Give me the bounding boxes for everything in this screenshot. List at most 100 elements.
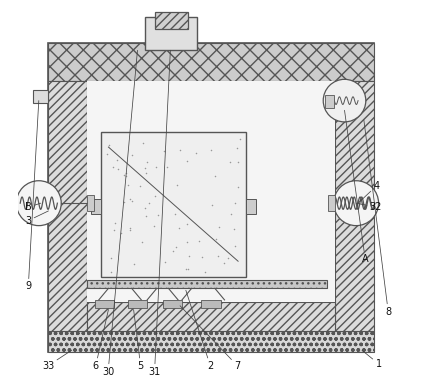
Bar xyxy=(335,81,373,331)
Point xyxy=(184,158,190,164)
Point xyxy=(114,158,120,164)
Bar xyxy=(49,43,373,81)
Point xyxy=(211,173,218,179)
Point xyxy=(184,221,191,227)
Bar xyxy=(49,331,373,352)
Point xyxy=(202,269,208,275)
Point xyxy=(108,269,114,275)
Bar xyxy=(49,81,87,331)
Point xyxy=(209,202,216,208)
Point xyxy=(126,227,133,233)
Text: 32: 32 xyxy=(356,202,382,212)
Point xyxy=(220,260,227,266)
Point xyxy=(173,244,179,250)
Text: 7: 7 xyxy=(180,306,241,371)
Bar xyxy=(155,12,188,29)
Bar xyxy=(101,132,246,277)
Point xyxy=(137,183,143,189)
Bar xyxy=(201,300,221,308)
Text: 6: 6 xyxy=(93,310,108,371)
Point xyxy=(234,145,241,151)
Bar xyxy=(87,81,335,302)
Point xyxy=(141,205,148,211)
Point xyxy=(123,173,130,179)
Bar xyxy=(49,43,373,352)
Point xyxy=(185,253,192,260)
Bar xyxy=(328,195,335,211)
Point xyxy=(129,198,135,204)
Point xyxy=(111,220,118,226)
Point xyxy=(183,266,189,272)
Point xyxy=(138,239,145,245)
Circle shape xyxy=(323,79,366,122)
Point xyxy=(228,211,235,217)
Point xyxy=(176,225,182,231)
Bar xyxy=(145,17,197,50)
Point xyxy=(118,230,125,236)
Text: 4: 4 xyxy=(358,181,380,203)
Circle shape xyxy=(334,181,379,226)
Bar xyxy=(33,90,49,103)
Point xyxy=(120,172,127,178)
Point xyxy=(143,170,150,176)
Point xyxy=(230,226,237,232)
Text: 31: 31 xyxy=(149,50,170,377)
Text: 1: 1 xyxy=(362,350,381,369)
Point xyxy=(127,196,133,202)
Point xyxy=(195,238,202,245)
Point xyxy=(212,236,219,242)
Point xyxy=(224,255,231,261)
Point xyxy=(208,147,214,153)
Point xyxy=(123,170,130,176)
Text: 33: 33 xyxy=(42,350,72,371)
Bar xyxy=(128,300,147,308)
Point xyxy=(232,200,238,206)
Point xyxy=(143,213,150,219)
Point xyxy=(226,159,233,165)
Point xyxy=(106,142,113,148)
Point xyxy=(141,165,148,171)
Point xyxy=(150,223,157,229)
Point xyxy=(154,212,161,219)
Point xyxy=(160,148,167,154)
Point xyxy=(104,151,111,158)
Point xyxy=(176,147,183,153)
Point xyxy=(146,200,153,206)
Point xyxy=(172,211,179,217)
Point xyxy=(192,150,199,156)
Point xyxy=(232,242,238,248)
Point xyxy=(173,182,180,188)
Point xyxy=(144,159,151,166)
Point xyxy=(140,140,146,146)
Point xyxy=(235,184,241,190)
Text: 2: 2 xyxy=(186,290,214,371)
Text: 3: 3 xyxy=(25,211,49,226)
Text: B: B xyxy=(25,202,41,212)
Point xyxy=(108,255,114,261)
Point xyxy=(234,159,241,165)
Point xyxy=(130,261,137,267)
Point xyxy=(198,254,205,260)
Point xyxy=(164,164,170,170)
Point xyxy=(124,182,131,188)
Point xyxy=(153,164,160,170)
Point xyxy=(115,166,122,172)
Bar xyxy=(246,199,255,214)
Point xyxy=(185,265,192,272)
Point xyxy=(109,164,116,170)
Text: 9: 9 xyxy=(25,101,39,291)
Point xyxy=(216,224,222,231)
Point xyxy=(127,225,133,231)
Text: 30: 30 xyxy=(102,50,138,377)
Bar xyxy=(95,300,114,308)
Point xyxy=(110,226,117,233)
Point xyxy=(215,253,222,259)
Bar xyxy=(162,300,182,308)
Text: 5: 5 xyxy=(134,310,144,371)
Bar xyxy=(87,302,335,331)
Bar xyxy=(325,95,334,108)
Text: A: A xyxy=(344,110,368,264)
Point xyxy=(183,238,190,245)
Text: 8: 8 xyxy=(364,120,391,317)
Circle shape xyxy=(16,181,61,226)
